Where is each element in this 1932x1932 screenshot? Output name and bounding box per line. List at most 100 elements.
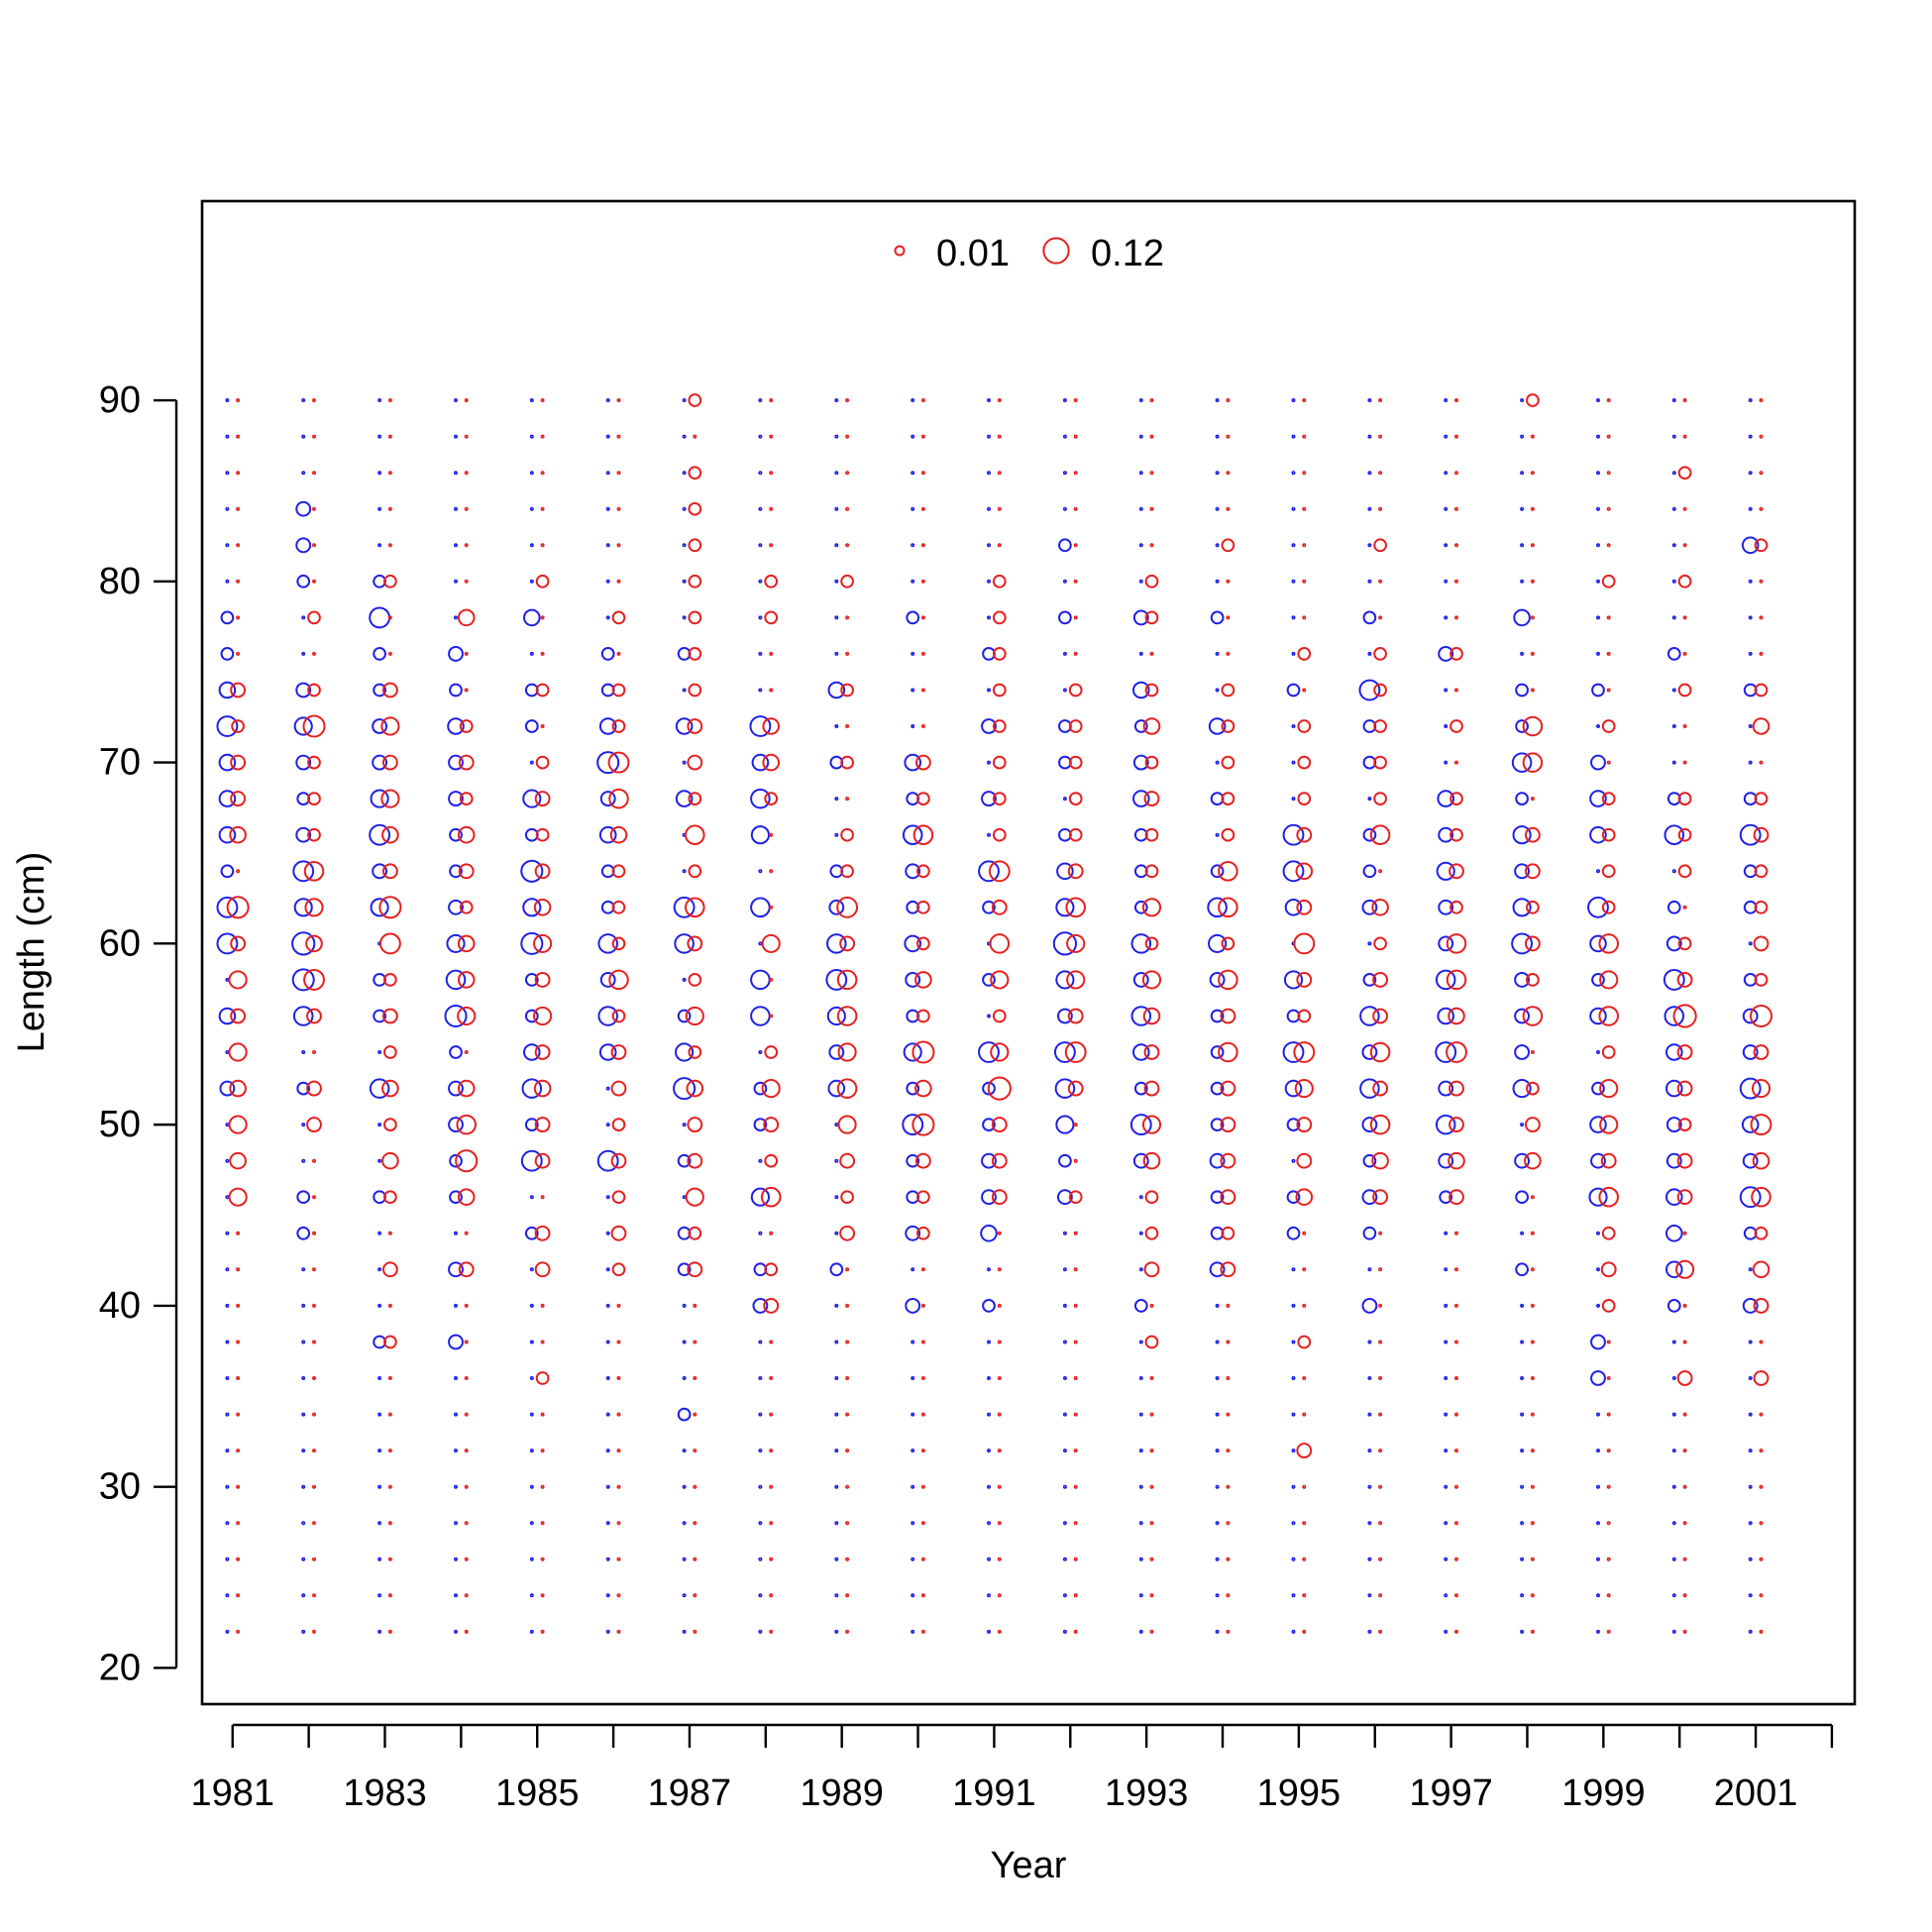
bubble-red-1987-86: [688, 466, 702, 481]
bubble-blue-1985-72: [524, 719, 539, 733]
bubble-blue-1990-74: [911, 688, 915, 693]
bubble-red-1993-88: [1149, 434, 1154, 439]
bubble-red-1991-70: [992, 755, 1007, 770]
bubble-blue-1999-56: [1589, 1007, 1607, 1025]
bubble-blue-1999-22: [1596, 1629, 1601, 1634]
bubble-red-1987-52: [686, 1079, 704, 1098]
bubble-red-1992-52: [1067, 1080, 1084, 1097]
bubble-red-2001-58: [1754, 973, 1769, 987]
bubble-blue-1990-36: [911, 1376, 915, 1381]
bubble-blue-1998-82: [1520, 543, 1525, 548]
bubble-red-2000-72: [1682, 723, 1687, 728]
bubble-blue-1984-34: [453, 1412, 458, 1417]
bubble-blue-1998-36: [1520, 1376, 1525, 1381]
bubble-red-1983-22: [387, 1629, 392, 1634]
bubble-red-1993-70: [1144, 755, 1159, 770]
bubble-blue-1982-66: [295, 826, 312, 843]
bubble-red-1994-40: [1226, 1303, 1231, 1308]
bubble-red-1998-36: [1530, 1376, 1535, 1381]
bubble-blue-1995-28: [1291, 1521, 1296, 1526]
bubble-red-1999-54: [1601, 1045, 1616, 1059]
bubble-blue-1982-36: [301, 1376, 306, 1381]
bubble-blue-1982-46: [296, 1190, 311, 1205]
bubble-red-1998-22: [1530, 1629, 1535, 1634]
bubble-red-1999-48: [1600, 1152, 1617, 1169]
bubble-blue-1995-68: [1291, 797, 1296, 802]
bubble-blue-1983-86: [377, 471, 382, 476]
bubble-blue-1992-30: [1062, 1484, 1067, 1489]
bubble-blue-1982-88: [301, 434, 306, 439]
bubble-blue-1999-50: [1589, 1116, 1607, 1133]
bubble-blue-1998-76: [1520, 651, 1525, 656]
bubble-red-1983-78: [387, 615, 392, 620]
bubble-blue-1986-78: [605, 615, 610, 620]
bubble-red-1997-44: [1454, 1231, 1459, 1235]
bubble-blue-1992-42: [1062, 1267, 1067, 1272]
bubble-blue-1999-48: [1590, 1152, 1606, 1169]
bubble-red-1989-74: [840, 683, 854, 698]
bubble-blue-1983-42: [377, 1267, 382, 1272]
bubble-blue-1990-62: [906, 900, 920, 914]
bubble-red-1984-86: [464, 471, 469, 476]
bubble-blue-1996-68: [1367, 797, 1372, 802]
bubble-red-1994-64: [1218, 861, 1238, 882]
bubble-red-1987-30: [693, 1484, 698, 1489]
bubble-red-1981-58: [228, 970, 248, 990]
bubble-blue-1992-68: [1062, 797, 1067, 802]
bubble-blue-1986-46: [605, 1195, 610, 1200]
bubble-red-1993-58: [1141, 970, 1162, 990]
bubble-blue-1986-32: [605, 1449, 610, 1453]
bubble-red-1989-68: [845, 797, 850, 802]
bubble-red-1982-46: [311, 1195, 316, 1200]
x-axis: 1981 1983 1985 1987 1989 1991 1993 1995 1997 1999…: [190, 1723, 1834, 1814]
bubble-red-1992-46: [1068, 1190, 1083, 1205]
bubble-red-1990-42: [920, 1267, 925, 1272]
bubble-red-1981-88: [236, 434, 241, 439]
bubble-blue-2001-80: [1748, 579, 1753, 584]
bubble-blue-1999-86: [1596, 471, 1601, 476]
bubble-blue-2001-52: [1739, 1077, 1762, 1100]
bubble-blue-1989-50: [834, 1123, 839, 1127]
bubble-red-1981-34: [236, 1412, 241, 1417]
bubble-blue-2000-86: [1671, 471, 1676, 476]
bubble-red-1997-88: [1454, 434, 1459, 439]
bubble-red-1981-78: [236, 615, 241, 620]
bubble-blue-1997-54: [1435, 1041, 1457, 1063]
bubble-red-1991-40: [997, 1303, 1002, 1308]
bubble-red-2001-22: [1759, 1629, 1764, 1634]
bubble-red-1984-56: [457, 1006, 477, 1026]
bubble-red-1998-64: [1524, 863, 1541, 880]
bubble-red-1984-46: [457, 1188, 476, 1206]
bubble-red-1998-88: [1530, 434, 1535, 439]
bubble-red-1995-52: [1294, 1079, 1314, 1099]
chart-legend: 0.01 0.12: [894, 233, 1164, 274]
bubble-blue-1982-76: [301, 651, 306, 656]
bubble-red-1981-60: [230, 935, 247, 952]
bubble-blue-1999-68: [1589, 790, 1607, 807]
bubble-blue-1996-30: [1367, 1484, 1372, 1489]
bubble-blue-1983-54: [377, 1050, 382, 1055]
bubble-blue-1983-28: [377, 1521, 382, 1526]
bubble-red-1997-58: [1446, 969, 1467, 991]
bubble-red-1988-48: [764, 1153, 779, 1168]
bubble-red-1988-66: [769, 832, 774, 837]
bubble-blue-1991-48: [981, 1152, 997, 1169]
bubble-red-1996-88: [1378, 434, 1383, 439]
bubble-red-1992-40: [1073, 1303, 1078, 1308]
bubble-blue-1988-32: [758, 1449, 763, 1453]
bubble-blue-2000-36: [1671, 1376, 1676, 1381]
bubble-blue-1996-86: [1367, 471, 1372, 476]
bubble-blue-1990-60: [904, 934, 922, 953]
bubble-blue-1993-74: [1132, 681, 1150, 699]
bubble-red-2000-64: [1677, 864, 1692, 879]
bubble-blue-1981-74: [218, 681, 237, 699]
bubble-blue-1992-28: [1062, 1521, 1067, 1526]
bubble-red-1995-28: [1302, 1521, 1307, 1526]
bubble-red-1998-78: [1530, 615, 1535, 620]
bubble-red-1983-52: [381, 1079, 399, 1098]
bubble-blue-1998-22: [1520, 1629, 1525, 1634]
bubble-red-1988-46: [760, 1186, 782, 1208]
bubble-red-1996-84: [1378, 506, 1383, 511]
bubble-blue-1993-86: [1138, 471, 1143, 476]
bubble-blue-1994-54: [1210, 1045, 1225, 1059]
